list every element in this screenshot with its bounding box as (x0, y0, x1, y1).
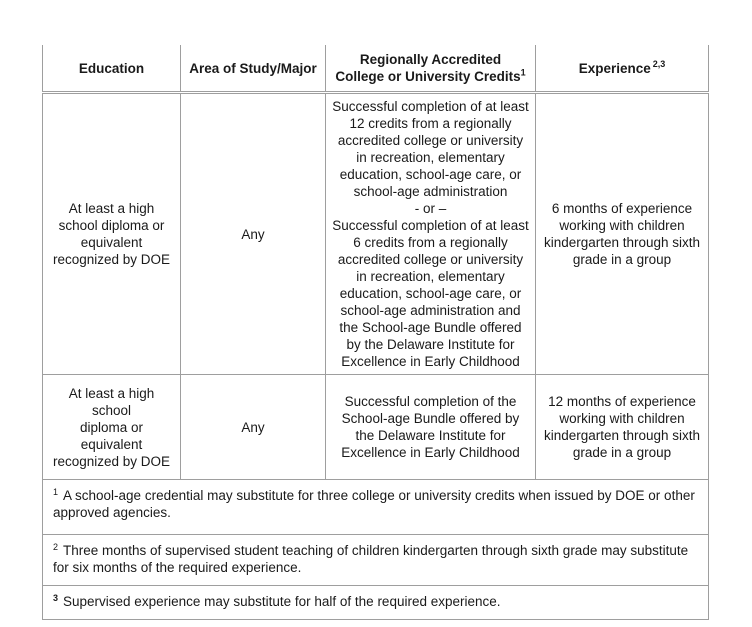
credits-option-1: Successful completion of at least 12 cre… (332, 99, 529, 199)
footnote-1-marker: 1 (53, 486, 59, 497)
header-education-label: Education (78, 60, 145, 76)
header-credits: Regionally Accredited College or Univers… (325, 45, 536, 94)
or-separator: - or – (414, 201, 447, 216)
education-cell: At least a high school diploma or equiva… (42, 374, 181, 480)
area-of-study-cell: Any (180, 374, 326, 480)
table-row: At least a high school diploma or equiva… (42, 92, 709, 375)
footnote-3: 3 Supervised experience may substitute fo… (42, 585, 709, 620)
credits-option-2: Successful completion of at least 6 cred… (332, 218, 529, 369)
footnote-2-text: Three months of supervised student teach… (53, 543, 689, 575)
header-credits-footnote-marker: 1 (520, 67, 526, 78)
header-experience-label: Experience (578, 60, 651, 76)
footnote-row: 2 Three months of supervised student teac… (42, 534, 709, 586)
footnote-row: 3 Supervised experience may substitute fo… (42, 585, 709, 620)
experience-cell: 12 months of experience working with chi… (535, 374, 709, 480)
header-education: Education (42, 45, 181, 94)
footnote-2: 2 Three months of supervised student teac… (42, 534, 709, 586)
footnote-3-text: Supervised experience may substitute for… (63, 594, 501, 609)
footnote-2-marker: 2 (53, 541, 59, 552)
header-experience: Experience 2,3 (535, 45, 709, 94)
footnote-3-marker: 3 (53, 592, 59, 603)
experience-cell: 6 months of experience working with chil… (535, 92, 709, 375)
table-row: At least a high school diploma or equiva… (42, 374, 709, 480)
header-experience-footnote-marker: 2,3 (652, 59, 666, 69)
header-area-of-study: Area of Study/Major (180, 45, 326, 94)
credits-cell: Successful completion of the School-age … (325, 374, 536, 480)
education-cell: At least a high school diploma or equiva… (42, 92, 181, 375)
header-row: Education Area of Study/Major Regionally… (42, 45, 709, 94)
credits-cell: Successful completion of at least 12 cre… (325, 92, 536, 375)
area-of-study-cell: Any (180, 92, 326, 375)
requirements-table: Education Area of Study/Major Regionally… (42, 45, 709, 620)
header-area-label: Area of Study/Major (189, 60, 317, 76)
header-credits-label: Regionally Accredited College or Univers… (335, 52, 521, 84)
credits-option-1: Successful completion of the School-age … (341, 394, 520, 460)
footnote-1-text: A school-age credential may substitute f… (53, 488, 695, 520)
